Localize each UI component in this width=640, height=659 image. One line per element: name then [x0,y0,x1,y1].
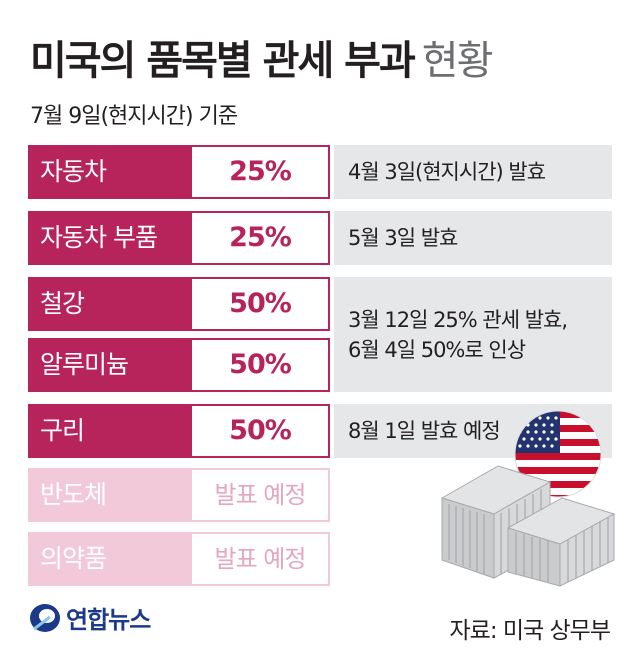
item-rate: 25% [190,145,330,199]
note-line: 3월 12일 25% 관세 발효, [348,307,568,332]
yonhap-logo: 연합뉴스 [28,600,151,635]
tariff-row-auto-parts: 자동차 부품 25% [28,211,330,265]
tariff-row-aluminum: 알루미늄 50% [28,338,330,392]
title-bold: 미국의 품목별 관세 부과 [30,38,416,84]
item-rate: 50% [190,338,330,392]
note-line: 5월 3일 발효 [348,226,458,250]
item-rate: 발표 예정 [190,532,330,586]
tariff-illustration [440,410,616,587]
note-line: 6월 4일 50%로 인상 [348,337,526,362]
tariff-row-automobile: 자동차 25% [28,145,330,199]
note-automobile: 4월 3일(현지시간) 발효 [334,145,612,199]
tariff-row-pharmaceutical: 의약품 발표 예정 [28,532,330,586]
us-flag-icon [514,410,602,498]
item-name: 구리 [28,404,190,458]
note-line: 4월 3일(현지시간) 발효 [348,160,546,184]
page-title: 미국의 품목별 관세 부과 현황 [30,28,494,86]
tariff-row-semiconductor: 반도체 발표 예정 [28,468,330,522]
tariff-row-steel: 철강 50% [28,277,330,331]
shipping-container-icon [440,465,616,587]
item-name: 자동차 [28,145,190,199]
item-name: 반도체 [28,468,190,522]
item-rate: 50% [190,404,330,458]
tariff-row-copper: 구리 50% [28,404,330,458]
item-rate: 50% [190,277,330,331]
item-name: 철강 [28,277,190,331]
item-rate: 발표 예정 [190,468,330,522]
note-line: 8월 1일 발효 예정 [348,419,501,443]
item-rate: 25% [190,211,330,265]
item-name: 의약품 [28,532,190,586]
subtitle: 7월 9일(현지시간) 기준 [30,104,238,129]
yonhap-logo-icon [30,603,60,632]
source-credit: 자료: 미국 상무부 [449,618,611,644]
title-light: 현황 [421,38,494,84]
note-steel-aluminum: 3월 12일 25% 관세 발효, 6월 4일 50%로 인상 [334,277,612,392]
item-name: 알루미늄 [28,338,190,392]
item-name: 자동차 부품 [28,211,190,265]
note-auto-parts: 5월 3일 발효 [334,211,612,265]
logo-text: 연합뉴스 [66,606,151,634]
